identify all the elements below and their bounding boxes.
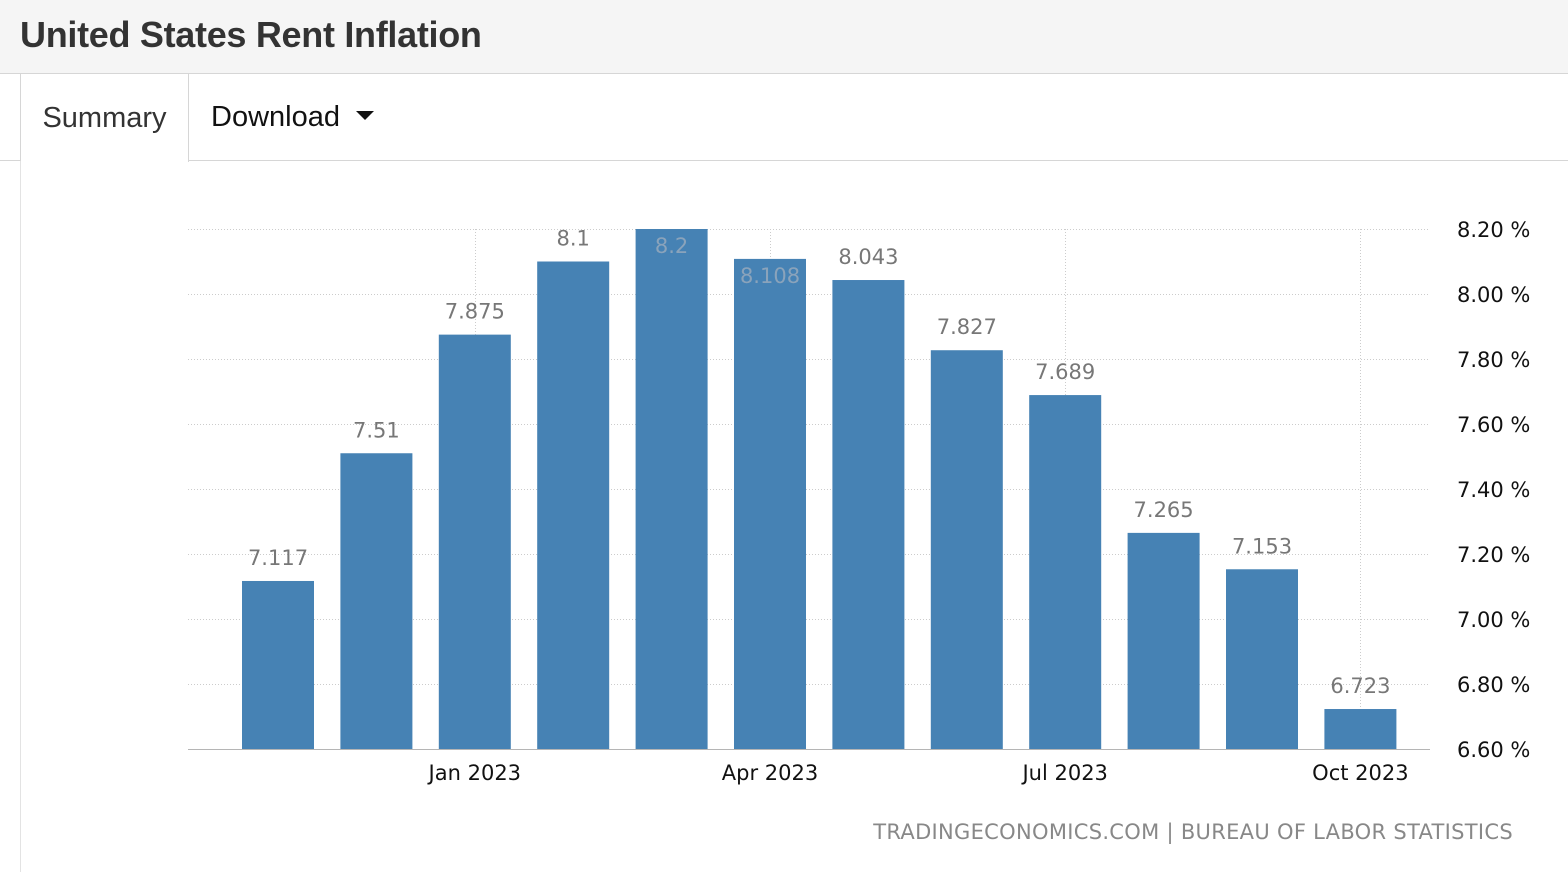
y-tick-label: 8.00 % (1457, 283, 1530, 307)
y-tick-label: 7.40 % (1457, 478, 1530, 502)
bar (537, 261, 610, 749)
bar (832, 280, 905, 749)
y-tick-label: 6.80 % (1457, 673, 1530, 697)
bar-value-label: 7.875 (445, 300, 505, 324)
bar (930, 350, 1003, 749)
source-site[interactable]: TRADINGECONOMICS.COM (873, 820, 1160, 844)
bar-value-label: 7.153 (1232, 534, 1292, 558)
bar (734, 258, 806, 749)
y-tick-label: 7.00 % (1457, 608, 1530, 632)
tab-download-label: Download (211, 101, 340, 133)
bar-value-label: 7.689 (1035, 360, 1095, 384)
y-tick-label: 6.60 % (1457, 738, 1530, 762)
bar-value-label: 7.51 (353, 418, 400, 442)
y-tick-label: 7.80 % (1457, 348, 1530, 372)
x-tick-label: Jan 2023 (427, 761, 522, 785)
x-tick-label: Jul 2023 (1020, 761, 1107, 785)
x-tick-label: Oct 2023 (1312, 761, 1408, 785)
bar (1324, 709, 1397, 749)
bar (242, 580, 314, 749)
bar (438, 334, 511, 749)
caret-down-icon (355, 110, 374, 120)
tab-strip: Summary Download (0, 74, 1568, 162)
tab-summary[interactable]: Summary (20, 74, 189, 162)
bar-value-label: 6.723 (1330, 674, 1390, 698)
x-tick-label: Apr 2023 (722, 761, 818, 785)
bar (340, 453, 413, 749)
bar-value-label: 8.2 (655, 234, 688, 258)
source-agency[interactable]: BUREAU OF LABOR STATISTICS (1180, 820, 1513, 844)
source-separator: | (1159, 820, 1181, 844)
bar (1127, 532, 1200, 749)
y-tick-label: 7.20 % (1457, 543, 1530, 567)
bar-value-label: 8.108 (740, 264, 800, 288)
content-left-border (20, 161, 21, 872)
bar-value-label: 7.117 (248, 546, 308, 570)
y-tick-label: 8.20 % (1457, 218, 1530, 242)
bar (1226, 569, 1298, 749)
tab-download[interactable]: Download (211, 74, 374, 161)
bar-value-label: 8.043 (838, 245, 898, 269)
title-bar: United States Rent Inflation (0, 0, 1568, 74)
bar (1029, 395, 1102, 749)
bar-value-label: 7.827 (937, 315, 997, 339)
bar-value-label: 7.265 (1134, 498, 1194, 522)
page-title: United States Rent Inflation (20, 14, 482, 55)
source-attribution: TRADINGECONOMICS.COM | BUREAU OF LABOR S… (873, 820, 1513, 844)
tab-strip-left-border (0, 160, 20, 161)
y-tick-label: 7.60 % (1457, 413, 1530, 437)
bar (635, 229, 708, 749)
bar-value-label: 8.1 (556, 227, 589, 251)
